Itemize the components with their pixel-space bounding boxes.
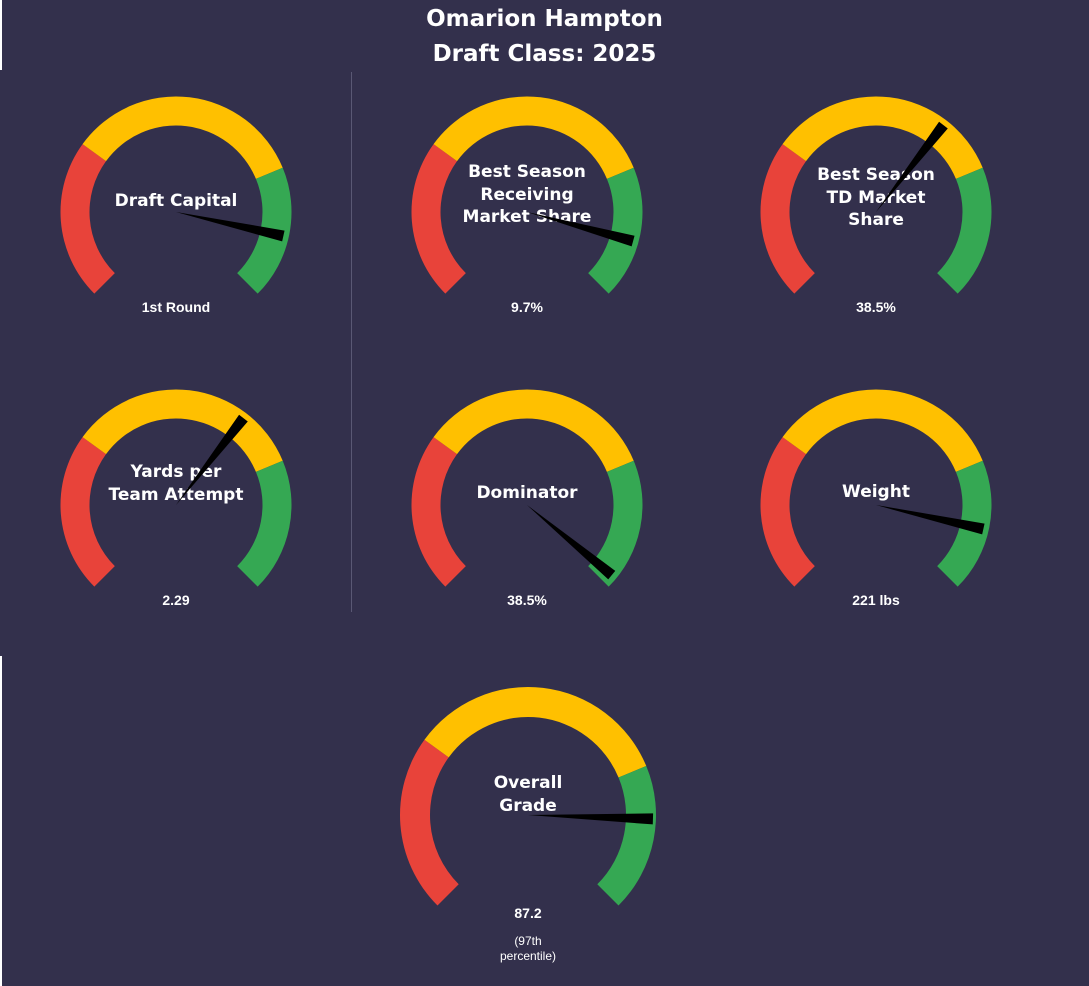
background-panel-top	[2, 0, 1089, 70]
gauge-band-mid	[782, 389, 983, 472]
gauge-needle	[527, 505, 616, 580]
gauge-band-high	[588, 167, 643, 294]
player-name-title: Omarion Hampton	[426, 6, 663, 32]
gauge-band-mid	[424, 686, 647, 778]
gauge-sub-label: (97th	[514, 934, 541, 948]
gauge-label: Team Attempt	[109, 485, 244, 505]
gauge-band-low	[760, 437, 815, 587]
gauge-band-mid	[433, 389, 634, 472]
gauge-draft-capital: Draft Capital 1st Round	[60, 96, 292, 315]
gauge-sub-label: percentile)	[500, 949, 556, 963]
gauge-label: Dominator	[476, 483, 578, 503]
gauge-needle	[527, 212, 635, 247]
gauge-value-label: 1st Round	[142, 299, 210, 315]
gauge-value-label: 221 lbs	[852, 592, 900, 608]
gauge-band-high	[597, 766, 656, 906]
gauge-band-mid	[782, 96, 983, 179]
gauge-band-low	[400, 739, 459, 906]
gauge-band-mid	[82, 389, 283, 472]
gauge-label: Best Season	[817, 165, 935, 185]
gauge-value-label: 9.7%	[511, 299, 543, 315]
draft-class-subtitle: Draft Class: 2025	[432, 41, 657, 67]
gauge-needle	[176, 212, 285, 242]
gauge-band-high	[937, 167, 992, 294]
background-panel-middle	[0, 70, 1089, 656]
gauge-label: Grade	[499, 796, 557, 816]
gauge-label: Receiving	[480, 185, 573, 205]
gauge-band-high	[588, 460, 643, 587]
gauge-band-high	[237, 460, 292, 587]
gauge-label: TD Market	[827, 188, 926, 208]
gauge-label: Share	[848, 210, 904, 230]
gauge-band-mid	[82, 96, 283, 179]
gauge-value-label: 2.29	[162, 592, 189, 608]
gauge-needle	[176, 414, 248, 505]
gauge-value-label: 38.5%	[856, 299, 896, 315]
gauge-band-low	[760, 144, 815, 294]
gauge-label: Weight	[842, 482, 910, 502]
gauge-value-label: 38.5%	[507, 592, 547, 608]
gauge-needle	[876, 121, 948, 212]
gauge-label: Best Season	[468, 162, 586, 182]
gauge-dominator: Dominator 38.5%	[411, 389, 643, 608]
gauge-needle	[876, 505, 985, 535]
gauge-band-low	[411, 437, 466, 587]
gauge-band-low	[60, 144, 115, 294]
gauge-label: Draft Capital	[115, 191, 238, 211]
gauge-label: Overall	[494, 773, 563, 793]
gauge-value-label: 87.2	[514, 905, 541, 921]
gauge-band-mid	[433, 96, 634, 179]
gauge-weight: Weight 221 lbs	[760, 389, 992, 608]
gauge-needle	[528, 813, 654, 825]
gauge-band-low	[60, 437, 115, 587]
gauge-band-low	[411, 144, 466, 294]
